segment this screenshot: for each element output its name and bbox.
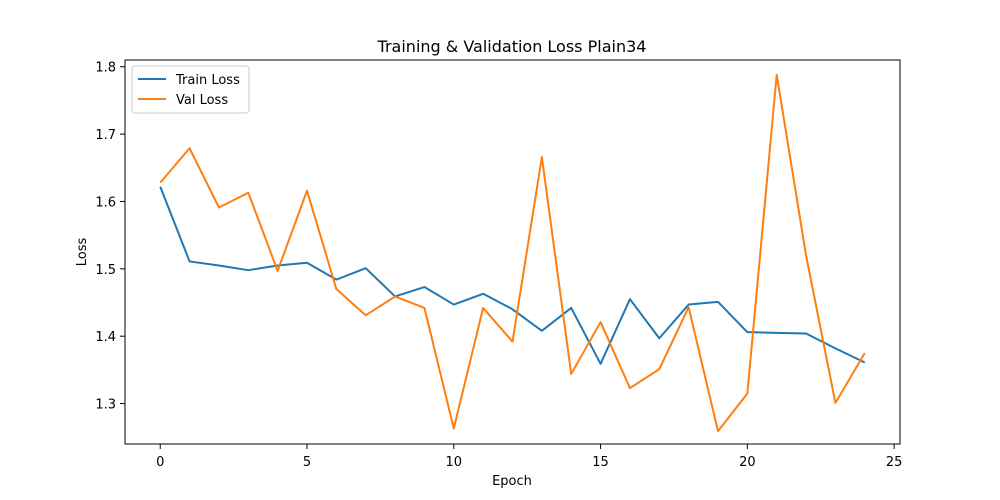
series-line-train-loss (159, 186, 866, 365)
x-axis-label: Epoch (492, 474, 532, 489)
y-tick-label: 1.8 (95, 61, 116, 76)
y-axis-label: Loss (75, 238, 90, 267)
legend-label-train-loss: Train Loss (175, 73, 240, 88)
y-tick-label: 1.3 (95, 398, 116, 413)
y-tick-label: 1.6 (95, 195, 116, 210)
legend: Train Loss Val Loss (131, 65, 250, 114)
x-axis-ticks: 0 5 10 15 20 25 (156, 444, 902, 470)
y-tick-label: 1.5 (95, 263, 116, 278)
legend-label-val-loss: Val Loss (176, 93, 228, 108)
x-tick-label: 5 (303, 455, 311, 470)
legend-box (131, 65, 250, 114)
plot-lines (159, 73, 866, 433)
x-tick-label: 15 (592, 455, 609, 470)
x-tick-label: 25 (886, 455, 903, 470)
series-line-val-loss (159, 73, 866, 433)
y-axis-ticks: 1.3 1.4 1.5 1.6 1.7 1.8 (95, 61, 125, 413)
y-tick-label: 1.4 (95, 330, 116, 345)
x-tick-label: 20 (739, 455, 756, 470)
x-tick-label: 0 (156, 455, 164, 470)
x-tick-label: 10 (446, 455, 463, 470)
chart-title: Training & Validation Loss Plain34 (377, 37, 647, 56)
y-tick-label: 1.7 (95, 128, 116, 143)
plot-frame (124, 59, 901, 445)
